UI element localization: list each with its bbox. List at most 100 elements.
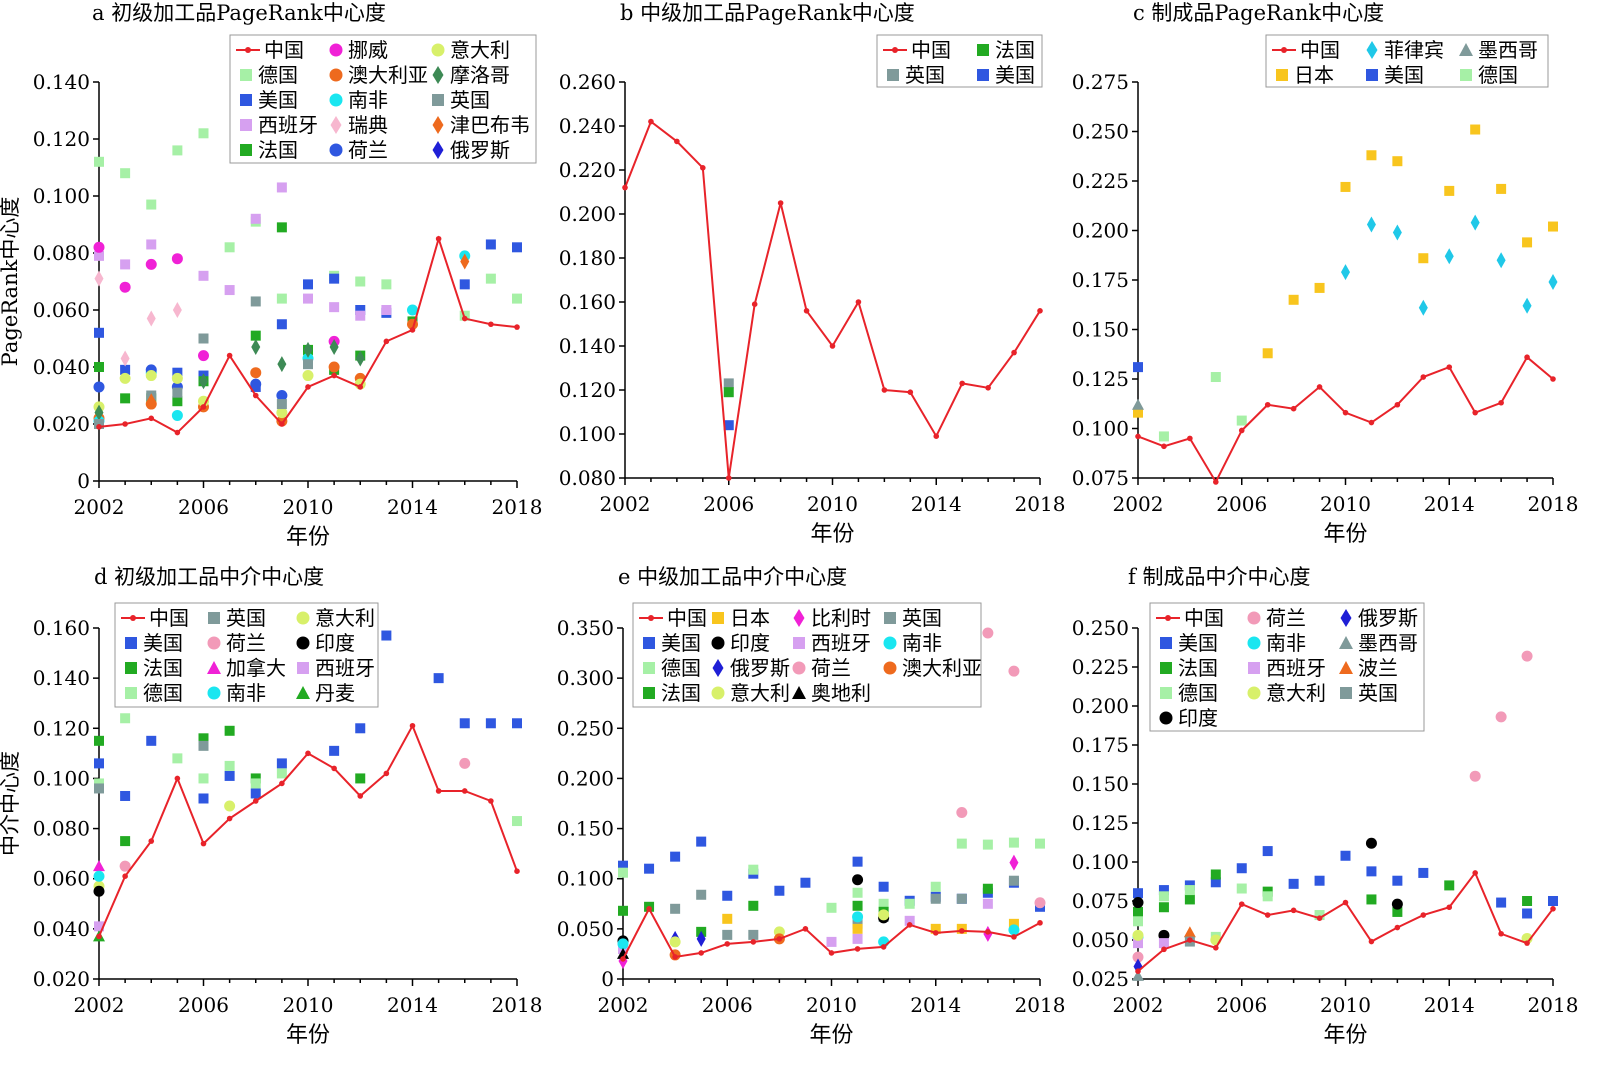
- point-中国: [122, 421, 128, 427]
- legend-swatch: [1247, 611, 1261, 625]
- point-英国: [670, 903, 681, 914]
- point-日本: [1133, 407, 1143, 418]
- point-日本: [1418, 253, 1429, 264]
- point-中国: [1550, 376, 1556, 382]
- x-axis-label: 年份: [1323, 1023, 1367, 1048]
- chart-title: c 制成品PageRank中心度: [1133, 1, 1384, 25]
- y-tick-label: 0.140: [33, 70, 90, 94]
- legend-swatch: [1160, 637, 1172, 649]
- point-中国: [933, 433, 940, 440]
- point-英国: [722, 929, 733, 940]
- point-中国: [881, 387, 888, 393]
- y-tick-label: 0.050: [1072, 928, 1129, 952]
- point-荷兰_pink: [1132, 951, 1144, 963]
- point-摩洛哥: [251, 339, 261, 356]
- legend-label: 中国: [911, 38, 951, 62]
- legend-label: 意大利: [315, 606, 375, 630]
- point-中国: [461, 788, 468, 794]
- point-英国: [250, 296, 261, 307]
- point-美国: [355, 305, 366, 315]
- point-法国: [172, 396, 183, 407]
- x-tick-label: 2010: [1320, 492, 1371, 516]
- point-挪威: [198, 350, 209, 362]
- point-挪威: [119, 281, 131, 293]
- point-美国: [696, 836, 707, 847]
- point-中国: [331, 765, 337, 772]
- point-摩洛哥: [303, 341, 313, 358]
- point-法国: [1133, 906, 1143, 917]
- y-tick-label: 0.250: [1072, 616, 1129, 640]
- series-line-中国: [98, 235, 518, 434]
- point-英国: [94, 783, 104, 794]
- y-tick-label: 0.225: [1072, 655, 1129, 679]
- legend-swatch: [296, 611, 310, 625]
- point-英国: [94, 419, 104, 429]
- legend-swatch: [1159, 711, 1173, 725]
- legend-label: 德国: [1478, 63, 1518, 87]
- point-荷兰_pink: [982, 627, 994, 639]
- point-日本: [1444, 185, 1455, 196]
- legend-label: 英国: [905, 63, 945, 87]
- point-法国: [94, 362, 104, 372]
- legend-label: 菲律宾: [1384, 38, 1444, 62]
- point-摩洛哥: [277, 356, 287, 373]
- point-法国: [1522, 896, 1533, 906]
- point-印度: [852, 874, 864, 886]
- point-中国: [776, 936, 783, 942]
- point-西班牙: [1133, 938, 1143, 949]
- legend-label: 澳大利亚: [348, 63, 428, 87]
- point-挪威: [93, 241, 105, 253]
- point-中国: [777, 200, 784, 206]
- point-法国: [618, 905, 628, 916]
- legend-swatch: [207, 686, 221, 700]
- legend-box: [229, 34, 537, 164]
- point-中国: [750, 939, 757, 945]
- point-中国: [648, 118, 654, 125]
- x-tick-label: 2006: [702, 993, 753, 1017]
- legend-label: 法国: [661, 681, 701, 705]
- y-tick-label: 0.050: [557, 917, 614, 941]
- point-中国: [1037, 920, 1043, 926]
- legend-swatch: [1339, 636, 1353, 649]
- point-菲律宾: [1366, 216, 1376, 233]
- y-tick-label: 0.100: [1072, 417, 1129, 441]
- legend-swatch: [977, 44, 989, 56]
- point-日本: [1288, 294, 1299, 305]
- point-美国: [723, 420, 734, 431]
- point-俄罗斯: [696, 930, 706, 947]
- point-美国: [459, 279, 470, 290]
- legend-label: 意大利: [450, 38, 510, 62]
- point-德国: [172, 753, 183, 764]
- point-日本: [1262, 348, 1273, 359]
- point-西班牙: [904, 915, 915, 926]
- point-中国: [1472, 409, 1478, 416]
- legend-swatch: [207, 636, 221, 650]
- point-瑞典: [94, 270, 104, 287]
- point-中国: [1264, 912, 1271, 918]
- legend-label: 丹麦: [315, 681, 355, 705]
- legend-swatch: [884, 612, 896, 624]
- chart-panel-d: d 初级加工品中介中心度 0.020 0.040 0.060 0.080 0.100 0.1…: [0, 565, 542, 1048]
- point-英国: [198, 333, 209, 344]
- legend-label: 中国: [1300, 38, 1340, 62]
- point-中国: [1472, 870, 1478, 876]
- point-印度: [1132, 897, 1144, 909]
- legend-swatch: [1248, 662, 1260, 674]
- point-荷兰: [93, 381, 105, 393]
- point-津巴布韦: [146, 393, 156, 410]
- point-德国: [956, 838, 967, 849]
- point-美国: [1262, 846, 1273, 857]
- point-美国: [172, 367, 183, 378]
- point-美国: [1314, 875, 1325, 886]
- point-中国: [802, 926, 809, 932]
- point-中国: [305, 384, 311, 390]
- legend-swatch: [432, 94, 444, 106]
- legend-label: 南非: [226, 681, 266, 705]
- legend-label: 瑞典: [348, 113, 388, 137]
- legend-label: 印度: [730, 631, 770, 655]
- series-line-中国: [98, 723, 518, 937]
- y-tick-label: 0.300: [557, 666, 614, 690]
- point-中国: [1420, 912, 1427, 918]
- point-德国: [826, 902, 837, 913]
